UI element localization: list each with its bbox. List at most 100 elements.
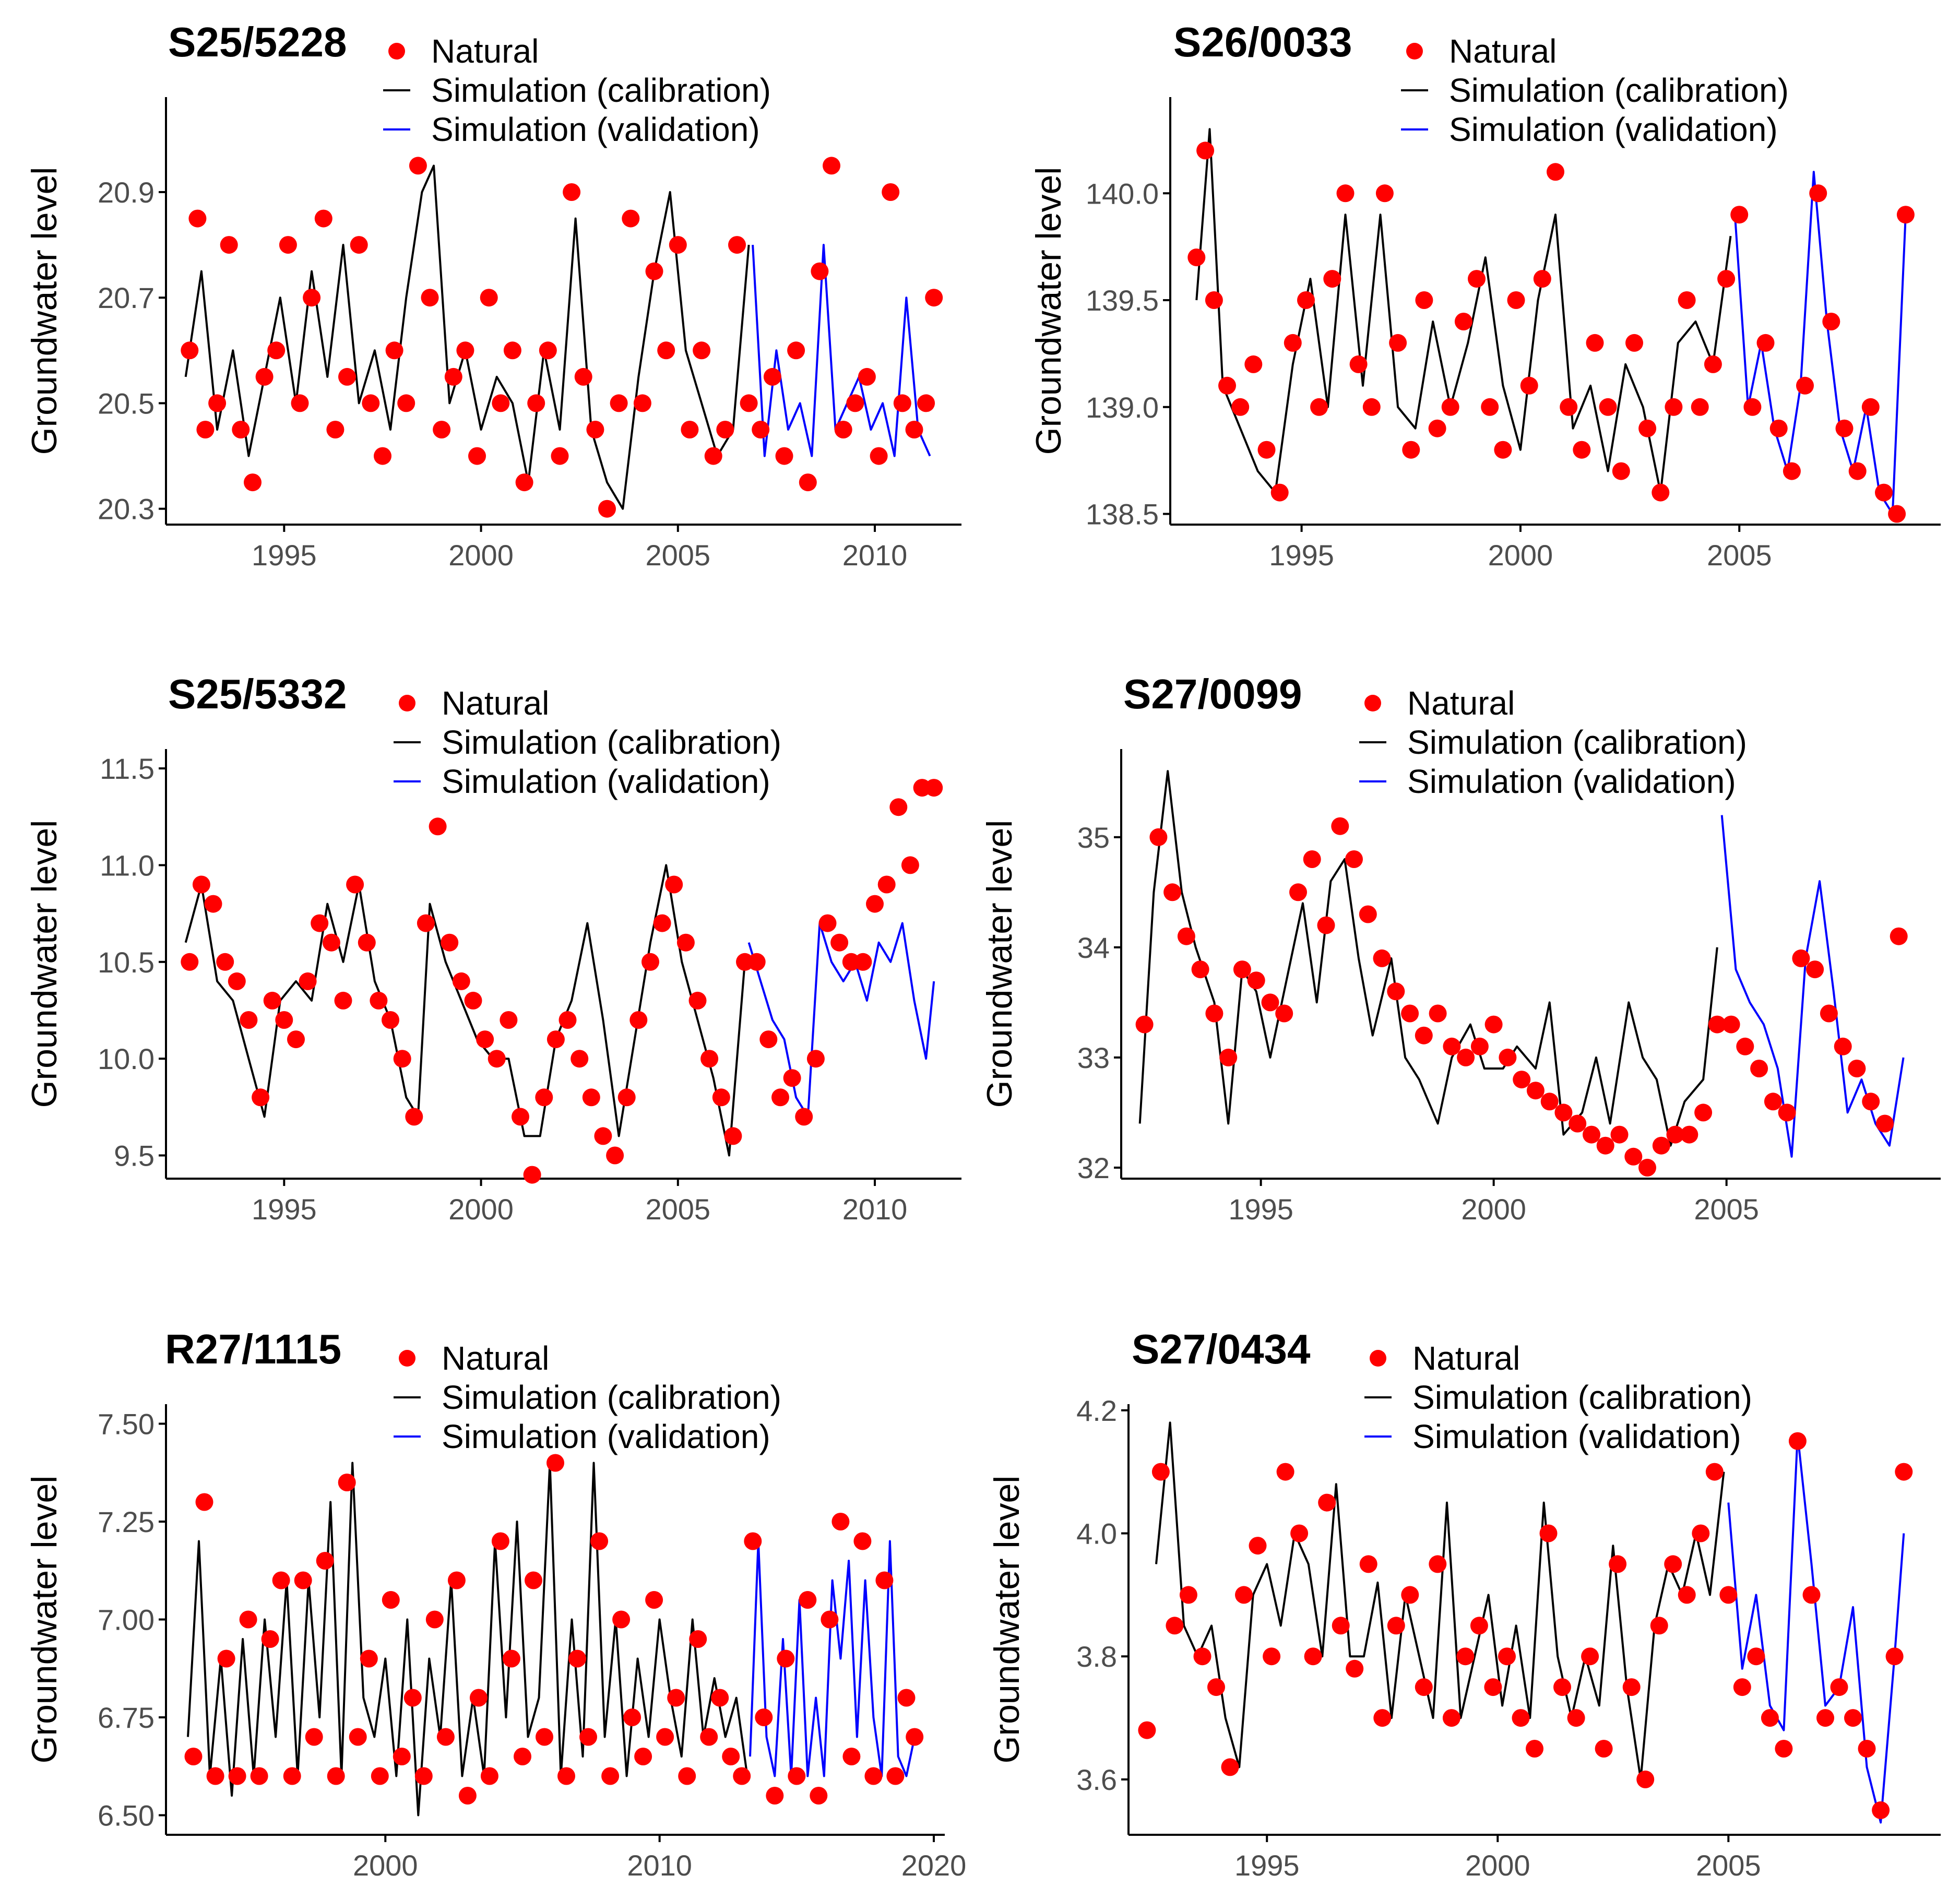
data-point-natural bbox=[1135, 1015, 1154, 1034]
series-line-calibration bbox=[1195, 128, 1732, 494]
x-tick-label: 2000 bbox=[353, 1849, 418, 1882]
data-point-natural bbox=[1526, 1082, 1545, 1100]
x-tick-label: 2005 bbox=[1696, 1849, 1761, 1882]
data-point-natural bbox=[579, 1728, 597, 1746]
data-point-natural bbox=[1235, 1586, 1253, 1604]
data-point-natural bbox=[196, 421, 215, 438]
data-point-natural bbox=[1499, 1048, 1517, 1066]
legend-label: Natural bbox=[431, 32, 539, 70]
data-point-natural bbox=[1401, 1004, 1419, 1023]
data-point-natural bbox=[1244, 355, 1263, 373]
legend-label: Simulation (calibration) bbox=[1449, 72, 1789, 109]
data-point-natural bbox=[1705, 1463, 1724, 1481]
legend-label: Natural bbox=[442, 684, 549, 722]
data-point-natural bbox=[232, 421, 250, 438]
data-point-natural bbox=[788, 1767, 806, 1785]
data-point-natural bbox=[1415, 291, 1433, 309]
y-axis-title: Groundwater level bbox=[25, 167, 64, 455]
data-point-natural bbox=[1834, 1037, 1852, 1055]
series-line-calibration bbox=[187, 1462, 749, 1817]
y-tick-label: 138.5 bbox=[1086, 498, 1159, 531]
data-point-natural bbox=[240, 1011, 258, 1029]
data-point-natural bbox=[491, 1532, 509, 1550]
data-point-natural bbox=[1441, 398, 1459, 416]
data-point-natural bbox=[547, 1030, 565, 1049]
data-point-natural bbox=[382, 1591, 400, 1609]
data-point-natural bbox=[733, 1767, 751, 1785]
data-point-natural bbox=[425, 1610, 444, 1629]
data-point-natural bbox=[1415, 1678, 1433, 1696]
data-point-natural bbox=[1289, 883, 1307, 901]
legend-key-natural bbox=[1370, 1350, 1386, 1367]
y-tick-label: 32 bbox=[1077, 1152, 1110, 1184]
data-point-natural bbox=[1888, 505, 1906, 523]
y-tick-label: 4.0 bbox=[1076, 1517, 1117, 1550]
data-point-natural bbox=[1586, 334, 1604, 352]
data-point-natural bbox=[1872, 1801, 1890, 1819]
data-point-natural bbox=[338, 367, 356, 386]
y-axis-title: Groundwater level bbox=[1029, 167, 1068, 455]
data-point-natural bbox=[864, 1767, 883, 1785]
data-point-natural bbox=[192, 875, 210, 894]
data-point-natural bbox=[1783, 462, 1801, 480]
data-point-natural bbox=[1820, 1004, 1838, 1023]
data-point-natural bbox=[206, 1767, 224, 1785]
data-point-natural bbox=[1769, 419, 1788, 437]
y-tick-label: 11.0 bbox=[100, 849, 155, 882]
data-point-natural bbox=[1717, 270, 1736, 288]
data-point-natural bbox=[1778, 1103, 1796, 1122]
data-point-natural bbox=[1317, 916, 1335, 934]
data-point-natural bbox=[1858, 1740, 1876, 1758]
data-point-natural bbox=[1678, 1586, 1696, 1604]
data-point-natural bbox=[629, 1011, 648, 1029]
data-point-natural bbox=[1387, 1617, 1405, 1635]
data-point-natural bbox=[311, 914, 329, 932]
legend-label: Simulation (validation) bbox=[431, 111, 760, 148]
data-point-natural bbox=[590, 1532, 609, 1550]
data-point-natural bbox=[1231, 398, 1250, 416]
data-point-natural bbox=[1507, 291, 1525, 309]
data-point-natural bbox=[1747, 1647, 1765, 1666]
data-point-natural bbox=[571, 1050, 589, 1068]
data-point-natural bbox=[1387, 982, 1405, 1001]
data-point-natural bbox=[821, 1610, 839, 1629]
data-point-natural bbox=[795, 1108, 813, 1126]
y-tick-label: 10.5 bbox=[98, 946, 155, 979]
data-point-natural bbox=[1512, 1709, 1530, 1727]
data-point-natural bbox=[294, 1571, 312, 1589]
data-point-natural bbox=[476, 1030, 494, 1049]
data-point-natural bbox=[598, 500, 616, 518]
data-point-natural bbox=[1694, 1103, 1713, 1122]
data-point-natural bbox=[557, 1767, 575, 1785]
data-point-natural bbox=[1498, 1647, 1516, 1666]
data-point-natural bbox=[744, 1532, 762, 1550]
y-tick-label: 3.6 bbox=[1076, 1763, 1117, 1796]
data-point-natural bbox=[228, 1767, 246, 1785]
x-tick-label: 2000 bbox=[1465, 1849, 1530, 1882]
data-point-natural bbox=[594, 1127, 612, 1145]
data-point-natural bbox=[1257, 441, 1276, 459]
data-point-natural bbox=[568, 1649, 586, 1668]
data-point-natural bbox=[1708, 1015, 1726, 1034]
data-point-natural bbox=[678, 1767, 696, 1785]
data-point-natural bbox=[1375, 184, 1394, 203]
data-point-natural bbox=[1261, 993, 1279, 1012]
data-point-natural bbox=[1520, 376, 1538, 395]
series-line-validation bbox=[749, 1540, 916, 1777]
data-point-natural bbox=[1583, 1125, 1600, 1144]
data-point-natural bbox=[1678, 291, 1696, 309]
data-point-natural bbox=[669, 236, 687, 254]
data-point-natural bbox=[1219, 1048, 1238, 1066]
data-point-natural bbox=[1802, 1586, 1821, 1604]
data-point-natural bbox=[645, 262, 663, 280]
legend-key-natural bbox=[388, 43, 405, 60]
data-point-natural bbox=[370, 991, 388, 1010]
data-point-natural bbox=[525, 1571, 542, 1589]
data-point-natural bbox=[515, 473, 533, 492]
data-point-natural bbox=[393, 1050, 411, 1068]
data-point-natural bbox=[1567, 1709, 1585, 1727]
data-point-natural bbox=[1890, 927, 1908, 945]
legend-label: Simulation (validation) bbox=[1407, 763, 1736, 800]
data-point-natural bbox=[1666, 1125, 1684, 1144]
data-point-natural bbox=[1494, 441, 1512, 459]
